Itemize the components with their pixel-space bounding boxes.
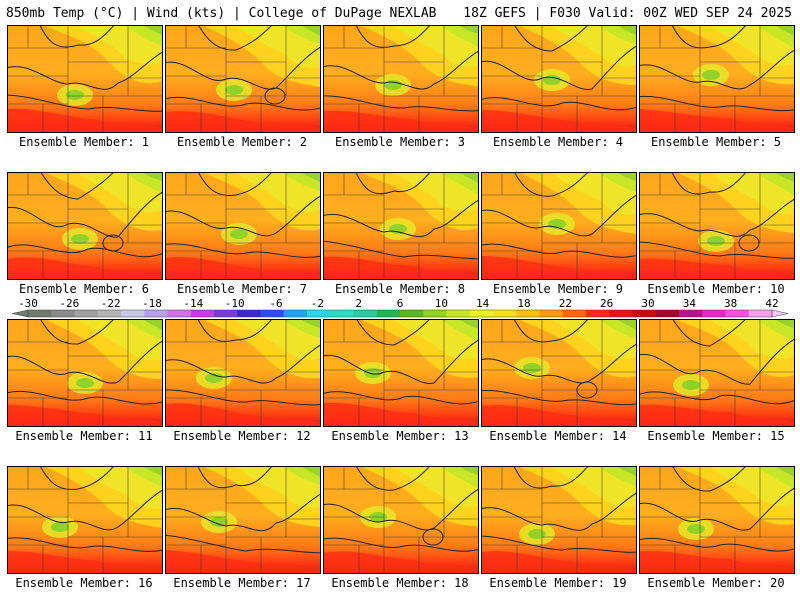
colorbar-tick-label: -30 — [18, 297, 38, 310]
colorbar-tick-label: 42 — [765, 297, 778, 310]
colorbar-swatch — [74, 310, 99, 317]
temperature-colorbar: -30 -26 -22 -18 -14 -10 -6 -2 2 6 10 14 18 22 26 30 34 38… — [11, 297, 789, 318]
colorbar-swatch — [214, 310, 238, 317]
ensemble-map-1 — [7, 25, 163, 133]
colorbar-swatch — [609, 310, 633, 317]
ensemble-map-9 — [481, 172, 637, 280]
ensemble-map-2 — [165, 25, 321, 133]
ensemble-member-label: Ensemble Member: 7 — [176, 282, 308, 296]
colorbar-swatch — [260, 310, 285, 317]
colorbar-swatch — [376, 310, 401, 317]
colorbar-tick-label: -26 — [59, 297, 79, 310]
colorbar-swatch — [725, 310, 750, 317]
colorbar-tick-label: -18 — [142, 297, 162, 310]
ensemble-map-4 — [481, 25, 637, 133]
ensemble-member-label: Ensemble Member: 13 — [331, 429, 469, 443]
ensemble-member-label: Ensemble Member: 18 — [331, 576, 469, 590]
colorbar-swatch — [562, 310, 587, 317]
colorbar-max-arrow — [771, 309, 789, 318]
ensemble-member-label: Ensemble Member: 15 — [647, 429, 785, 443]
ensemble-member-label: Ensemble Member: 20 — [647, 576, 785, 590]
ensemble-member-label: Ensemble Member: 17 — [173, 576, 311, 590]
colorbar-tick-label: -10 — [225, 297, 245, 310]
colorbar-tick-label: 14 — [476, 297, 490, 310]
colorbar-swatch — [702, 310, 726, 317]
colorbar-tick-label: -2 — [311, 297, 324, 310]
ensemble-member-label: Ensemble Member: 14 — [489, 429, 627, 443]
ensemble-member-label: Ensemble Member: 6 — [18, 282, 150, 296]
colorbar-swatch — [190, 310, 215, 317]
colorbar-tick-label: 26 — [600, 297, 613, 310]
ensemble-map-14 — [481, 319, 637, 427]
ensemble-member-label: Ensemble Member: 12 — [173, 429, 311, 443]
ensemble-member-label: Ensemble Member: 9 — [492, 282, 624, 296]
colorbar-swatch — [400, 310, 424, 317]
ensemble-map-18 — [323, 466, 479, 574]
colorbar-swatch — [353, 310, 378, 317]
ensemble-member-label: Ensemble Member: 4 — [492, 135, 624, 149]
ensemble-map-16 — [7, 466, 163, 574]
colorbar-tick-label: -14 — [183, 297, 203, 310]
ensemble-map-13 — [323, 319, 479, 427]
ensemble-map-6 — [7, 172, 163, 280]
colorbar-swatch — [469, 310, 494, 317]
model-run-info: 18Z GEFS | F030 Valid: 00Z WED SEP 24 20… — [463, 6, 792, 21]
ensemble-map-12 — [165, 319, 321, 427]
colorbar-swatch — [446, 310, 471, 317]
ensemble-map-20 — [639, 466, 795, 574]
ensemble-map-5 — [639, 25, 795, 133]
colorbar-swatch — [748, 310, 773, 317]
ensemble-map-19 — [481, 466, 637, 574]
colorbar-swatch — [28, 310, 52, 317]
ensemble-map-7 — [165, 172, 321, 280]
colorbar-swatch — [283, 310, 308, 317]
ensemble-map-15 — [639, 319, 795, 427]
colorbar-tick-label: -6 — [269, 297, 282, 310]
colorbar-tick-label: 6 — [397, 297, 404, 310]
ensemble-member-label: Ensemble Member: 3 — [334, 135, 466, 149]
ensemble-member-label: Ensemble Member: 8 — [334, 282, 466, 296]
colorbar-tick-label: 22 — [559, 297, 572, 310]
colorbar-swatch — [237, 310, 261, 317]
colorbar-swatch — [97, 310, 122, 317]
colorbar-swatch — [493, 310, 517, 317]
colorbar-tick-label: 2 — [355, 297, 362, 310]
colorbar-swatch — [586, 310, 610, 317]
colorbar-swatch — [144, 310, 168, 317]
ensemble-map-10 — [639, 172, 795, 280]
colorbar-swatch — [121, 310, 145, 317]
ensemble-member-label: Ensemble Member: 10 — [647, 282, 785, 296]
colorbar-swatch — [423, 310, 447, 317]
ensemble-member-label: Ensemble Member: 1 — [18, 135, 150, 149]
colorbar-tick-label: 30 — [641, 297, 654, 310]
colorbar-swatch — [655, 310, 680, 317]
colorbar-swatch — [539, 310, 564, 317]
colorbar-tick-label: 10 — [435, 297, 448, 310]
colorbar-swatch — [307, 310, 331, 317]
colorbar-swatch — [632, 310, 657, 317]
colorbar-tick-label: 34 — [683, 297, 697, 310]
ensemble-map-8 — [323, 172, 479, 280]
ensemble-member-label: Ensemble Member: 5 — [650, 135, 782, 149]
ensemble-map-17 — [165, 466, 321, 574]
colorbar-swatch — [516, 310, 540, 317]
colorbar-tick-label: 38 — [724, 297, 737, 310]
ensemble-member-label: Ensemble Member: 16 — [15, 576, 153, 590]
colorbar-tick-label: 18 — [517, 297, 530, 310]
colorbar-swatch — [679, 310, 703, 317]
colorbar-swatch — [51, 310, 75, 317]
ensemble-member-label: Ensemble Member: 19 — [489, 576, 627, 590]
colorbar-tick-label: -22 — [101, 297, 121, 310]
colorbar-swatch — [330, 310, 354, 317]
ensemble-member-label: Ensemble Member: 2 — [176, 135, 308, 149]
colorbar-swatch — [167, 310, 192, 317]
chart-title: 850mb Temp (°C) | Wind (kts) | College o… — [6, 6, 437, 21]
ensemble-member-label: Ensemble Member: 11 — [15, 429, 153, 443]
colorbar-min-arrow — [11, 309, 29, 318]
ensemble-map-11 — [7, 319, 163, 427]
ensemble-map-3 — [323, 25, 479, 133]
